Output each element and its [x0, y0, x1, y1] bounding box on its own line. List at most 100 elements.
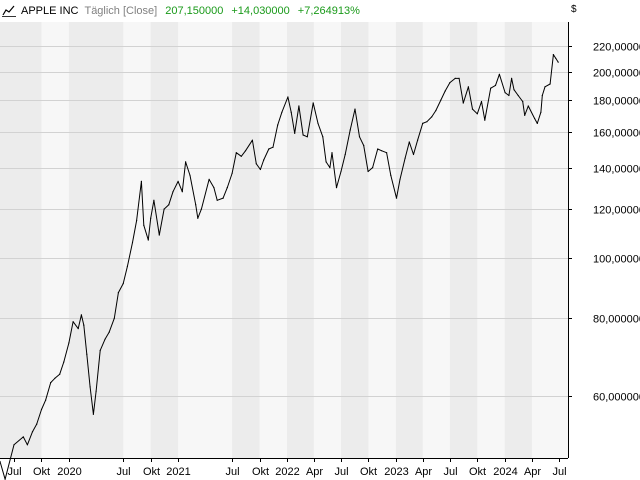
x-tick-label: Apr	[415, 466, 432, 478]
price-point	[213, 187, 215, 189]
price-point	[325, 161, 327, 163]
quarter-band	[14, 22, 42, 458]
x-tick-label: Jul	[116, 466, 130, 478]
price-point	[422, 122, 424, 124]
price-point	[534, 117, 536, 120]
price-point	[435, 110, 437, 112]
currency-label: $	[571, 4, 577, 15]
quarter-band	[449, 22, 478, 458]
y-tick-label: 160,000000	[593, 128, 640, 140]
price-point	[147, 239, 149, 241]
price-point	[122, 283, 124, 285]
x-tick-label: Jul	[225, 466, 239, 478]
price-point	[153, 199, 155, 201]
price-point	[484, 119, 486, 121]
price-point	[240, 155, 242, 157]
price-point	[31, 431, 34, 433]
frequency-label: Täglich [Close]	[84, 5, 158, 17]
price-point	[83, 324, 85, 326]
quarter-band	[286, 22, 314, 458]
price-point	[108, 331, 110, 333]
price-point	[200, 208, 202, 210]
price-point	[458, 77, 460, 79]
price-point	[117, 292, 119, 294]
price-point	[372, 167, 374, 169]
price-point	[231, 172, 233, 174]
price-point	[322, 136, 324, 138]
price-point	[386, 152, 388, 154]
price-point	[126, 265, 128, 267]
price-change: +14,030000	[231, 5, 290, 17]
price-point	[367, 170, 369, 173]
price-point	[40, 408, 43, 411]
price-point	[177, 180, 179, 182]
price-point	[63, 361, 65, 363]
price-point	[549, 83, 551, 85]
price-point	[511, 77, 513, 79]
price-point	[140, 180, 142, 182]
quarter-band	[232, 22, 260, 458]
price-point	[290, 111, 292, 113]
price-point	[89, 386, 91, 388]
price-point	[358, 136, 361, 138]
price-point	[504, 92, 506, 94]
price-point	[555, 57, 557, 60]
quarter-band	[395, 22, 423, 458]
price-point	[80, 314, 82, 316]
price-point	[527, 105, 529, 107]
price-point	[195, 204, 197, 206]
price-point	[255, 163, 257, 165]
price-point	[197, 217, 199, 219]
price-point	[513, 89, 515, 91]
chart-header: APPLE INC Täglich [Close] 207,150000 +14…	[2, 3, 360, 19]
price-point	[298, 105, 300, 107]
price-point	[471, 108, 474, 110]
price-point	[329, 167, 331, 169]
price-point	[208, 178, 210, 180]
price-point	[467, 86, 469, 88]
price-point	[317, 122, 319, 124]
price-point	[349, 129, 351, 131]
price-point	[431, 116, 433, 118]
quarter-band	[340, 22, 369, 458]
price-point	[354, 108, 356, 110]
price-point	[335, 187, 338, 189]
price-point	[524, 114, 526, 116]
x-tick-label: Okt	[252, 466, 269, 478]
price-point	[544, 86, 546, 88]
instrument-name: APPLE INC	[21, 5, 79, 17]
y-tick-label: 200,000000	[593, 68, 640, 80]
price-point	[222, 197, 224, 199]
price-point	[244, 150, 247, 152]
price-point	[302, 134, 304, 136]
price-point	[259, 168, 261, 171]
price-point	[50, 382, 52, 384]
price-point	[143, 224, 145, 226]
price-point	[449, 82, 451, 84]
price-point	[235, 152, 237, 154]
price-point	[22, 436, 24, 438]
price-point	[498, 73, 500, 75]
price-point	[552, 54, 555, 56]
x-tick-label: Jul	[7, 466, 21, 478]
price-point	[444, 90, 446, 92]
price-point	[216, 199, 218, 201]
x-tick-label: 2020	[57, 466, 81, 478]
quarter-band	[68, 22, 124, 458]
price-point	[440, 99, 442, 101]
price-point	[226, 187, 228, 189]
price-point	[508, 94, 510, 97]
x-tick-label: Okt	[143, 466, 160, 478]
price-point	[0, 460, 1, 463]
price-point	[399, 178, 401, 180]
price-point	[536, 122, 538, 124]
price-point	[277, 124, 279, 126]
price-point	[404, 157, 406, 159]
price-point	[168, 204, 170, 206]
y-tick-label: 80,000000	[593, 314, 640, 326]
price-point	[272, 146, 274, 148]
price-point	[480, 100, 483, 103]
price-point	[476, 113, 478, 115]
price-point	[331, 152, 333, 154]
